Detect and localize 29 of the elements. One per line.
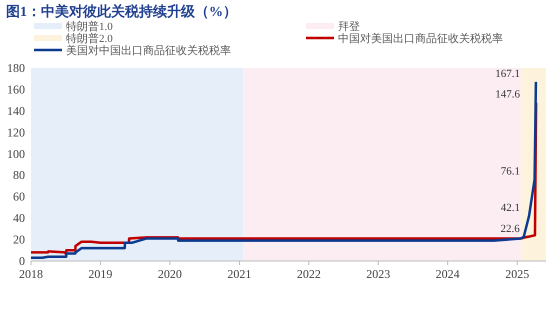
legend-label: 拜登 [338, 21, 360, 33]
x-tick-label: 2022 [296, 267, 321, 281]
y-tick-label: 100 [7, 146, 25, 161]
y-tick-label: 120 [7, 125, 25, 140]
chart-title: 图1：中美对彼此关税持续升级（%） [6, 3, 237, 20]
y-tick-label: 0 [19, 254, 25, 268]
x-tick-label: 2023 [366, 267, 390, 281]
y-tick-label: 20 [13, 232, 25, 247]
data-label: 167.1 [495, 68, 520, 80]
x-tick-label: 2020 [158, 267, 182, 281]
x-tick-label: 2025 [505, 267, 530, 281]
data-label: 42.1 [500, 202, 520, 214]
data-label: 147.6 [495, 88, 520, 101]
y-tick-label: 40 [13, 211, 25, 226]
y-tick-label: 140 [7, 104, 25, 118]
x-tick-label: 2018 [19, 267, 43, 281]
x-tick-label: 2024 [436, 267, 460, 281]
data-label: 22.6 [500, 222, 520, 235]
x-tick-label: 2019 [88, 267, 112, 281]
legend-label: 美国对中国出口商品征收关税税率 [66, 44, 231, 57]
y-tick-label: 80 [13, 168, 25, 182]
y-tick-label: 160 [7, 82, 25, 96]
legend-label: 中国对美国出口商品征收关税税率 [338, 32, 503, 45]
legend-label: 特朗普2.0 [66, 32, 114, 45]
x-tick-label: 2021 [227, 267, 252, 281]
y-tick-label: 60 [13, 190, 25, 204]
legend-label: 特朗普1.0 [66, 20, 114, 33]
data-label: 76.1 [500, 165, 520, 178]
y-tick-label: 180 [7, 61, 25, 75]
